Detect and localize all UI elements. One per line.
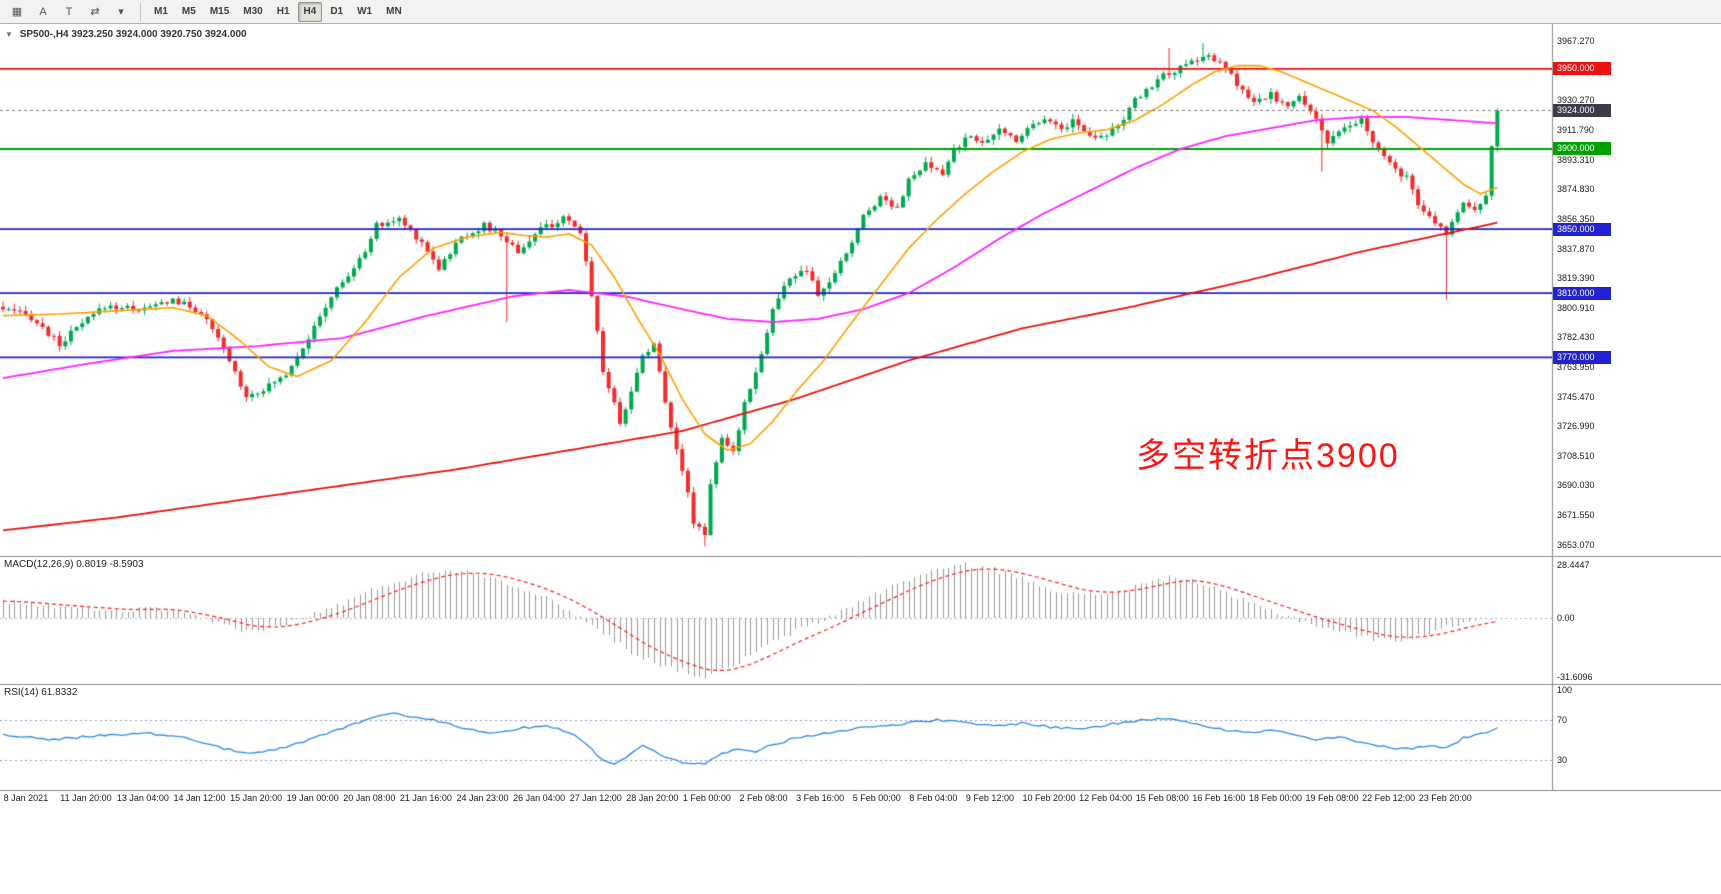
timeframe-button-mn[interactable]: MN — [386, 6, 402, 17]
timeframe-button-m15[interactable]: M15 — [209, 6, 230, 17]
toolbar-icon-group: ▦ A T ⇄ ▾ — [4, 2, 134, 22]
timeframe-button-d1[interactable]: D1 — [330, 6, 344, 17]
annotation-a-icon[interactable]: A — [39, 5, 47, 18]
chart-annotation-text: 多空转折点3900 — [1136, 437, 1400, 475]
symbol-ohlc-text: SP500-,H4 3923.250 3924.000 3920.750 392… — [19, 29, 247, 40]
toolbar: ▦ A T ⇄ ▾ M1 M5 M15 M30 H1 H4 D1 W1 MN — [0, 0, 1721, 24]
timeframe-button-h4[interactable]: H4 — [297, 1, 323, 22]
rsi-indicator-label: RSI(14) 61.8332 — [4, 687, 78, 698]
chart-grid-icon[interactable]: ▦ — [11, 6, 23, 18]
macd-indicator-label: MACD(12,26,9) 0.8019 -8.5903 — [4, 559, 144, 570]
timeframe-button-m30[interactable]: M30 — [243, 6, 263, 17]
timeframe-button-w1[interactable]: W1 — [357, 6, 373, 17]
timeframe-button-m5[interactable]: M5 — [181, 6, 196, 17]
timeframe-button-group: M1 M5 M15 M30 H1 H4 D1 W1 MN — [147, 1, 409, 22]
symbol-ohlc-header: ▼ SP500-,H4 3923.250 3924.000 3920.750 3… — [5, 29, 247, 40]
dropdown-caret-icon[interactable]: ▾ — [118, 6, 124, 18]
timeframe-button-m1[interactable]: M1 — [154, 6, 168, 17]
text-tool-icon[interactable]: T — [65, 5, 73, 18]
cycle-arrows-icon[interactable]: ⇄ — [90, 6, 100, 18]
collapse-caret-icon[interactable]: ▼ — [5, 30, 13, 39]
timeframe-button-h1[interactable]: H1 — [276, 6, 290, 17]
toolbar-separator — [140, 2, 141, 21]
